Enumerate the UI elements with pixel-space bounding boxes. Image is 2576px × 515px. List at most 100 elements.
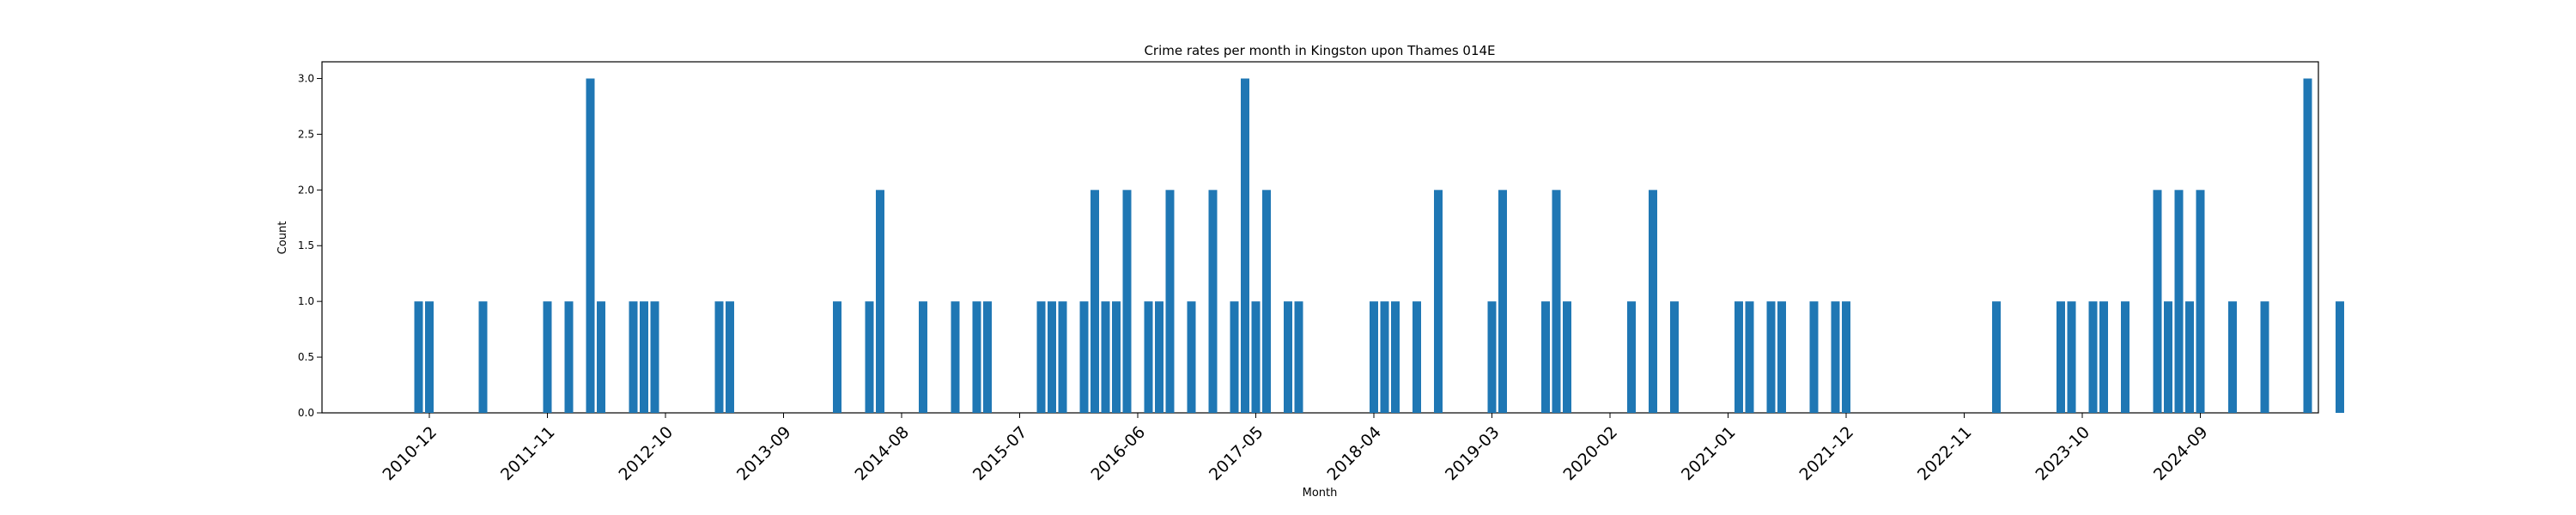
bar [983,301,992,413]
bars [414,78,2344,414]
x-tick-label: 2021-12 [1795,423,1857,485]
bar [972,301,981,413]
bar [919,301,927,413]
bar [1498,190,1507,414]
x-tick-label: 2017-05 [1206,423,1267,485]
bar [1552,190,1561,414]
bar [1144,301,1153,413]
y-tick-label: 3.0 [298,72,314,84]
x-tick-label: 2024-09 [2150,423,2212,485]
y-tick-label: 0.0 [298,407,314,419]
x-tick-label: 2022-11 [1914,423,1976,485]
bar [2196,190,2205,414]
bar [1380,301,1389,413]
bar [865,301,874,413]
y-axis: 0.0 0.5 1.0 1.5 2.0 2.5 3.0 [298,72,322,419]
bar [586,78,595,413]
bar [1831,301,1840,413]
y-tick-label: 2.0 [298,184,314,196]
bar [2057,301,2065,413]
bar [2260,301,2269,413]
x-tick-label: 2016-06 [1087,423,1149,485]
bar [2174,190,2184,414]
bar [543,301,552,413]
bar [414,301,423,413]
x-axis-label: Month [1303,487,1338,500]
y-tick-label: 1.5 [298,239,314,251]
y-axis-label: Count [276,221,289,255]
bar [1563,301,1571,413]
x-tick-label: 2012-10 [615,423,677,485]
x-tick-label: 2015-07 [969,423,1031,485]
bar [1809,301,1819,413]
bar [1284,301,1292,413]
bar [2099,301,2108,413]
bar [1165,190,1175,414]
bar [2228,301,2237,413]
bar [2067,301,2076,413]
bar [1735,301,1743,413]
chart-title: Crime rates per month in Kingston upon T… [1144,43,1495,58]
bar [2303,78,2312,413]
x-tick-label: 2013-09 [733,423,795,485]
bar [833,301,841,413]
bar [1187,301,1196,413]
bar [1251,301,1261,413]
bar [640,301,648,413]
y-tick-label: 1.0 [298,295,314,307]
bar [1241,78,1249,413]
bar [1649,190,1657,414]
bar [1155,301,1163,413]
x-tick-label: 2018-04 [1323,423,1385,485]
bar [1745,301,1754,413]
x-tick-label: 2021-01 [1678,423,1740,485]
bar [1670,301,1679,413]
bar [1048,301,1056,413]
bar [1112,301,1121,413]
bar [564,301,574,413]
bar [1842,301,1850,413]
bar [478,301,488,413]
bar [1122,190,1132,414]
bar [1101,301,1110,413]
bar [2121,301,2129,413]
bar [597,301,605,413]
bar [951,301,960,413]
x-tick-label: 2010-12 [379,423,440,485]
bar [726,301,734,413]
x-tick-label: 2020-02 [1559,423,1621,485]
bar [1434,190,1443,414]
bar [1766,301,1776,413]
bar [1370,301,1378,413]
bar [1992,301,2001,413]
bar [714,301,724,413]
bar [1487,301,1497,413]
bar [2153,190,2162,414]
bar [1058,301,1067,413]
bar [1777,301,1786,413]
bar [425,301,434,413]
plot-area [321,61,2319,414]
bar [1294,301,1303,413]
y-tick-label: 0.5 [298,351,314,363]
x-tick-label: 2014-08 [851,423,913,485]
y-tick-label: 2.5 [298,128,314,140]
bar [1413,301,1421,413]
bar [650,301,659,413]
bar [2336,301,2344,413]
x-tick-label: 2023-10 [2032,423,2093,485]
bar [1079,301,1089,413]
bar [1262,190,1271,414]
bar [1208,190,1218,414]
bar [1391,301,1400,413]
bar [629,301,638,413]
bar [876,190,884,414]
x-axis: 2010-12 2011-11 2012-10 2013-09 2014-08 2015-… [379,413,2212,485]
bar [1627,301,1636,413]
bar [2164,301,2172,413]
bar [1541,301,1550,413]
bar [1230,301,1239,413]
bar [1036,301,1046,413]
bar [1091,190,1099,414]
